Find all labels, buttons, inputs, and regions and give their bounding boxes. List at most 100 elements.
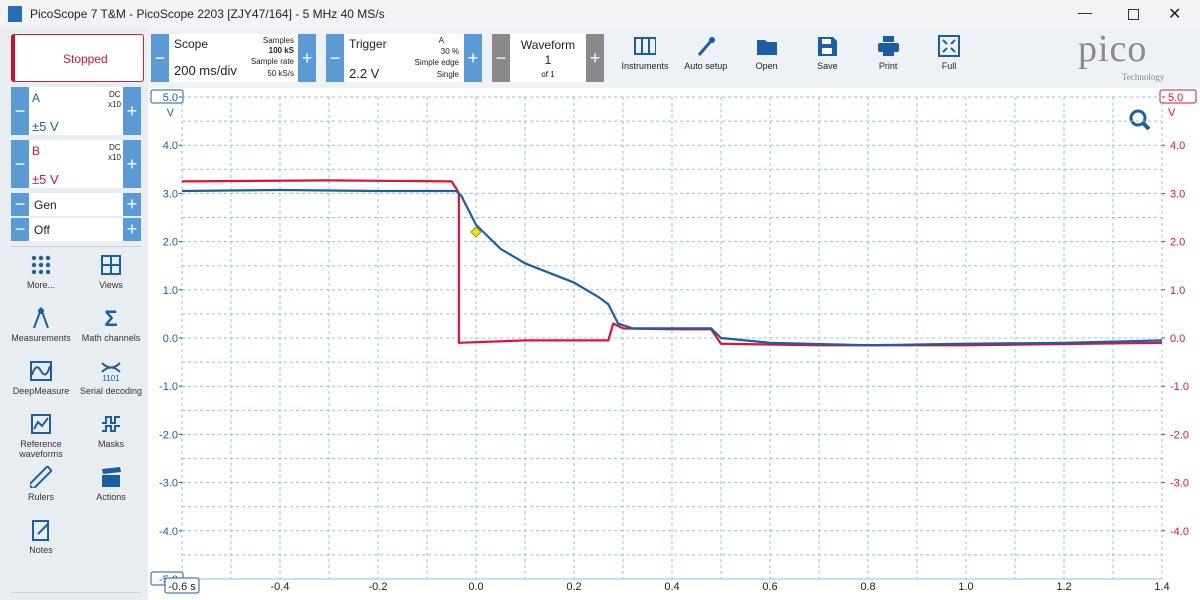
- generator-state[interactable]: Off: [29, 218, 123, 241]
- toolbar-icon: [938, 35, 960, 57]
- toolbar-button[interactable]: Open: [737, 35, 797, 71]
- generator-state-text: Off: [34, 223, 50, 237]
- logo-subtitle: Technology: [1122, 72, 1165, 82]
- timebase: 200 ms/div: [174, 63, 237, 78]
- toolbar-button[interactable]: Save: [797, 35, 857, 71]
- close[interactable]: ✕: [1168, 6, 1182, 23]
- minimize[interactable]: —: [1078, 4, 1092, 20]
- y-tick-label: -1.0: [159, 381, 178, 393]
- toolbar-button[interactable]: Instruments: [615, 35, 675, 71]
- plus-button[interactable]: +: [123, 87, 141, 135]
- trace: [181, 179, 1163, 347]
- toolbar-icon: [634, 37, 656, 55]
- y2-tick-label: 1.0: [1170, 285, 1185, 297]
- plus-button[interactable]: +: [298, 34, 316, 82]
- y2-tick-label: 3.0: [1170, 188, 1185, 200]
- trigger-channel: A: [438, 36, 444, 45]
- tool-icon: [30, 361, 52, 381]
- y-tick-label: 1.0: [163, 285, 178, 297]
- tool-button[interactable]: Masks: [78, 413, 144, 449]
- trigger-title: Trigger: [349, 37, 387, 51]
- tool-button[interactable]: Views: [78, 254, 144, 290]
- minus-button[interactable]: −: [11, 193, 29, 216]
- waveform-count: of 1: [541, 70, 555, 79]
- tool-label: Actions: [96, 492, 126, 502]
- minus-button[interactable]: −: [11, 87, 29, 135]
- rate-label: Sample rate: [250, 57, 294, 66]
- minus-button[interactable]: −: [151, 34, 169, 82]
- scope-title: Scope: [174, 37, 209, 51]
- x-tick-label: -0.6 s: [168, 581, 196, 593]
- window-title: PicoScope 7 T&M - PicoScope 2203 [ZJY47/…: [30, 7, 385, 21]
- tool-button[interactable]: Rulers: [8, 466, 74, 502]
- toolbar-button[interactable]: Print: [858, 35, 918, 71]
- x-tick-label: 0.0: [468, 581, 483, 593]
- generator[interactable]: Gen: [29, 193, 123, 216]
- trace: [181, 188, 1163, 347]
- plus-button[interactable]: +: [123, 193, 141, 216]
- generator-name: Gen: [34, 198, 57, 212]
- axis-marker: [1159, 89, 1197, 104]
- y-tick-label: -2.0: [159, 429, 178, 441]
- tool-button[interactable]: 1101 Serial decoding: [78, 360, 144, 396]
- logo: pico: [1078, 28, 1148, 70]
- toolbar-label: Full: [941, 61, 957, 71]
- plus-button[interactable]: +: [464, 34, 482, 82]
- tool-label: DeepMeasure: [12, 386, 70, 396]
- y-tick-label: -3.0: [159, 478, 178, 490]
- toolbar-icon: [878, 36, 900, 56]
- maximize[interactable]: [1128, 9, 1139, 20]
- tool-button[interactable]: Σ Math channels: [78, 307, 144, 343]
- y2-tick-label: 0.0: [1170, 333, 1185, 345]
- tool-label: Measurements: [11, 333, 71, 343]
- tool-button[interactable]: Measurements: [8, 307, 74, 343]
- channel-a[interactable]: A DC x10 ±5 V: [29, 87, 123, 135]
- samples: 100 kS: [268, 46, 294, 55]
- plus-button[interactable]: +: [586, 34, 604, 82]
- toolbar-button[interactable]: Auto setup: [676, 35, 736, 71]
- axis-marker: [150, 89, 184, 104]
- plus-button[interactable]: +: [123, 140, 141, 188]
- tool-icon: Σ: [104, 307, 117, 329]
- zoom-icon[interactable]: [1129, 109, 1151, 131]
- tool-label: Notes: [29, 545, 53, 555]
- x-tick-label: 1.2: [1056, 581, 1071, 593]
- tool-label: More...: [26, 280, 55, 290]
- channel-b[interactable]: B DC x10 ±5 V: [29, 140, 123, 188]
- x-tick-label: 0.6: [762, 581, 777, 593]
- minus-button[interactable]: −: [11, 218, 29, 241]
- y-tick-label: 4.0: [163, 140, 178, 152]
- range: ±5 V: [32, 119, 59, 134]
- y-tick-label: -4.0: [159, 526, 178, 538]
- y2-tick-label: -2.0: [1170, 429, 1189, 441]
- tool-button[interactable]: Actions: [78, 466, 144, 502]
- tool-button[interactable]: Notes: [8, 519, 74, 555]
- y2-tick-label: 4.0: [1170, 140, 1185, 152]
- divider: [11, 246, 141, 247]
- y2-tick-label: -1.0: [1170, 381, 1189, 393]
- run-button[interactable]: Stopped: [11, 34, 144, 82]
- trigger-settings[interactable]: Trigger 2.2 V A 30 % Simple edge Single: [344, 34, 464, 82]
- coupling: DC: [109, 143, 121, 152]
- tool-button[interactable]: Reference waveforms: [8, 413, 74, 459]
- svg-text:1101: 1101: [102, 374, 120, 382]
- scope-settings[interactable]: Scope 200 ms/div Samples 100 kS Sample r…: [169, 34, 298, 82]
- minus-button[interactable]: −: [492, 34, 510, 82]
- toolbar-label: Open: [755, 61, 778, 71]
- waveform-settings[interactable]: Waveform 1 of 1: [510, 34, 586, 82]
- y2-axis-label: V: [1168, 107, 1176, 119]
- minus-button[interactable]: −: [326, 34, 344, 82]
- x-tick-label: 1.0: [958, 581, 973, 593]
- probe: x10: [108, 153, 121, 162]
- x-tick-label: 0.4: [664, 581, 679, 593]
- coupling: DC: [109, 90, 121, 99]
- probe: x10: [108, 100, 121, 109]
- toolbar-button[interactable]: Full: [919, 35, 979, 71]
- plus-button[interactable]: +: [123, 218, 141, 241]
- y2-tick-label: 2.0: [1170, 237, 1185, 249]
- trigger-marker: [470, 226, 482, 238]
- tool-button[interactable]: More...: [8, 254, 74, 290]
- minus-button[interactable]: −: [11, 140, 29, 188]
- chart: -5.0-4.0-3.0-2.0-1.00.01.02.03.04.05.0V-…: [150, 89, 1197, 594]
- tool-button[interactable]: DeepMeasure: [8, 360, 74, 396]
